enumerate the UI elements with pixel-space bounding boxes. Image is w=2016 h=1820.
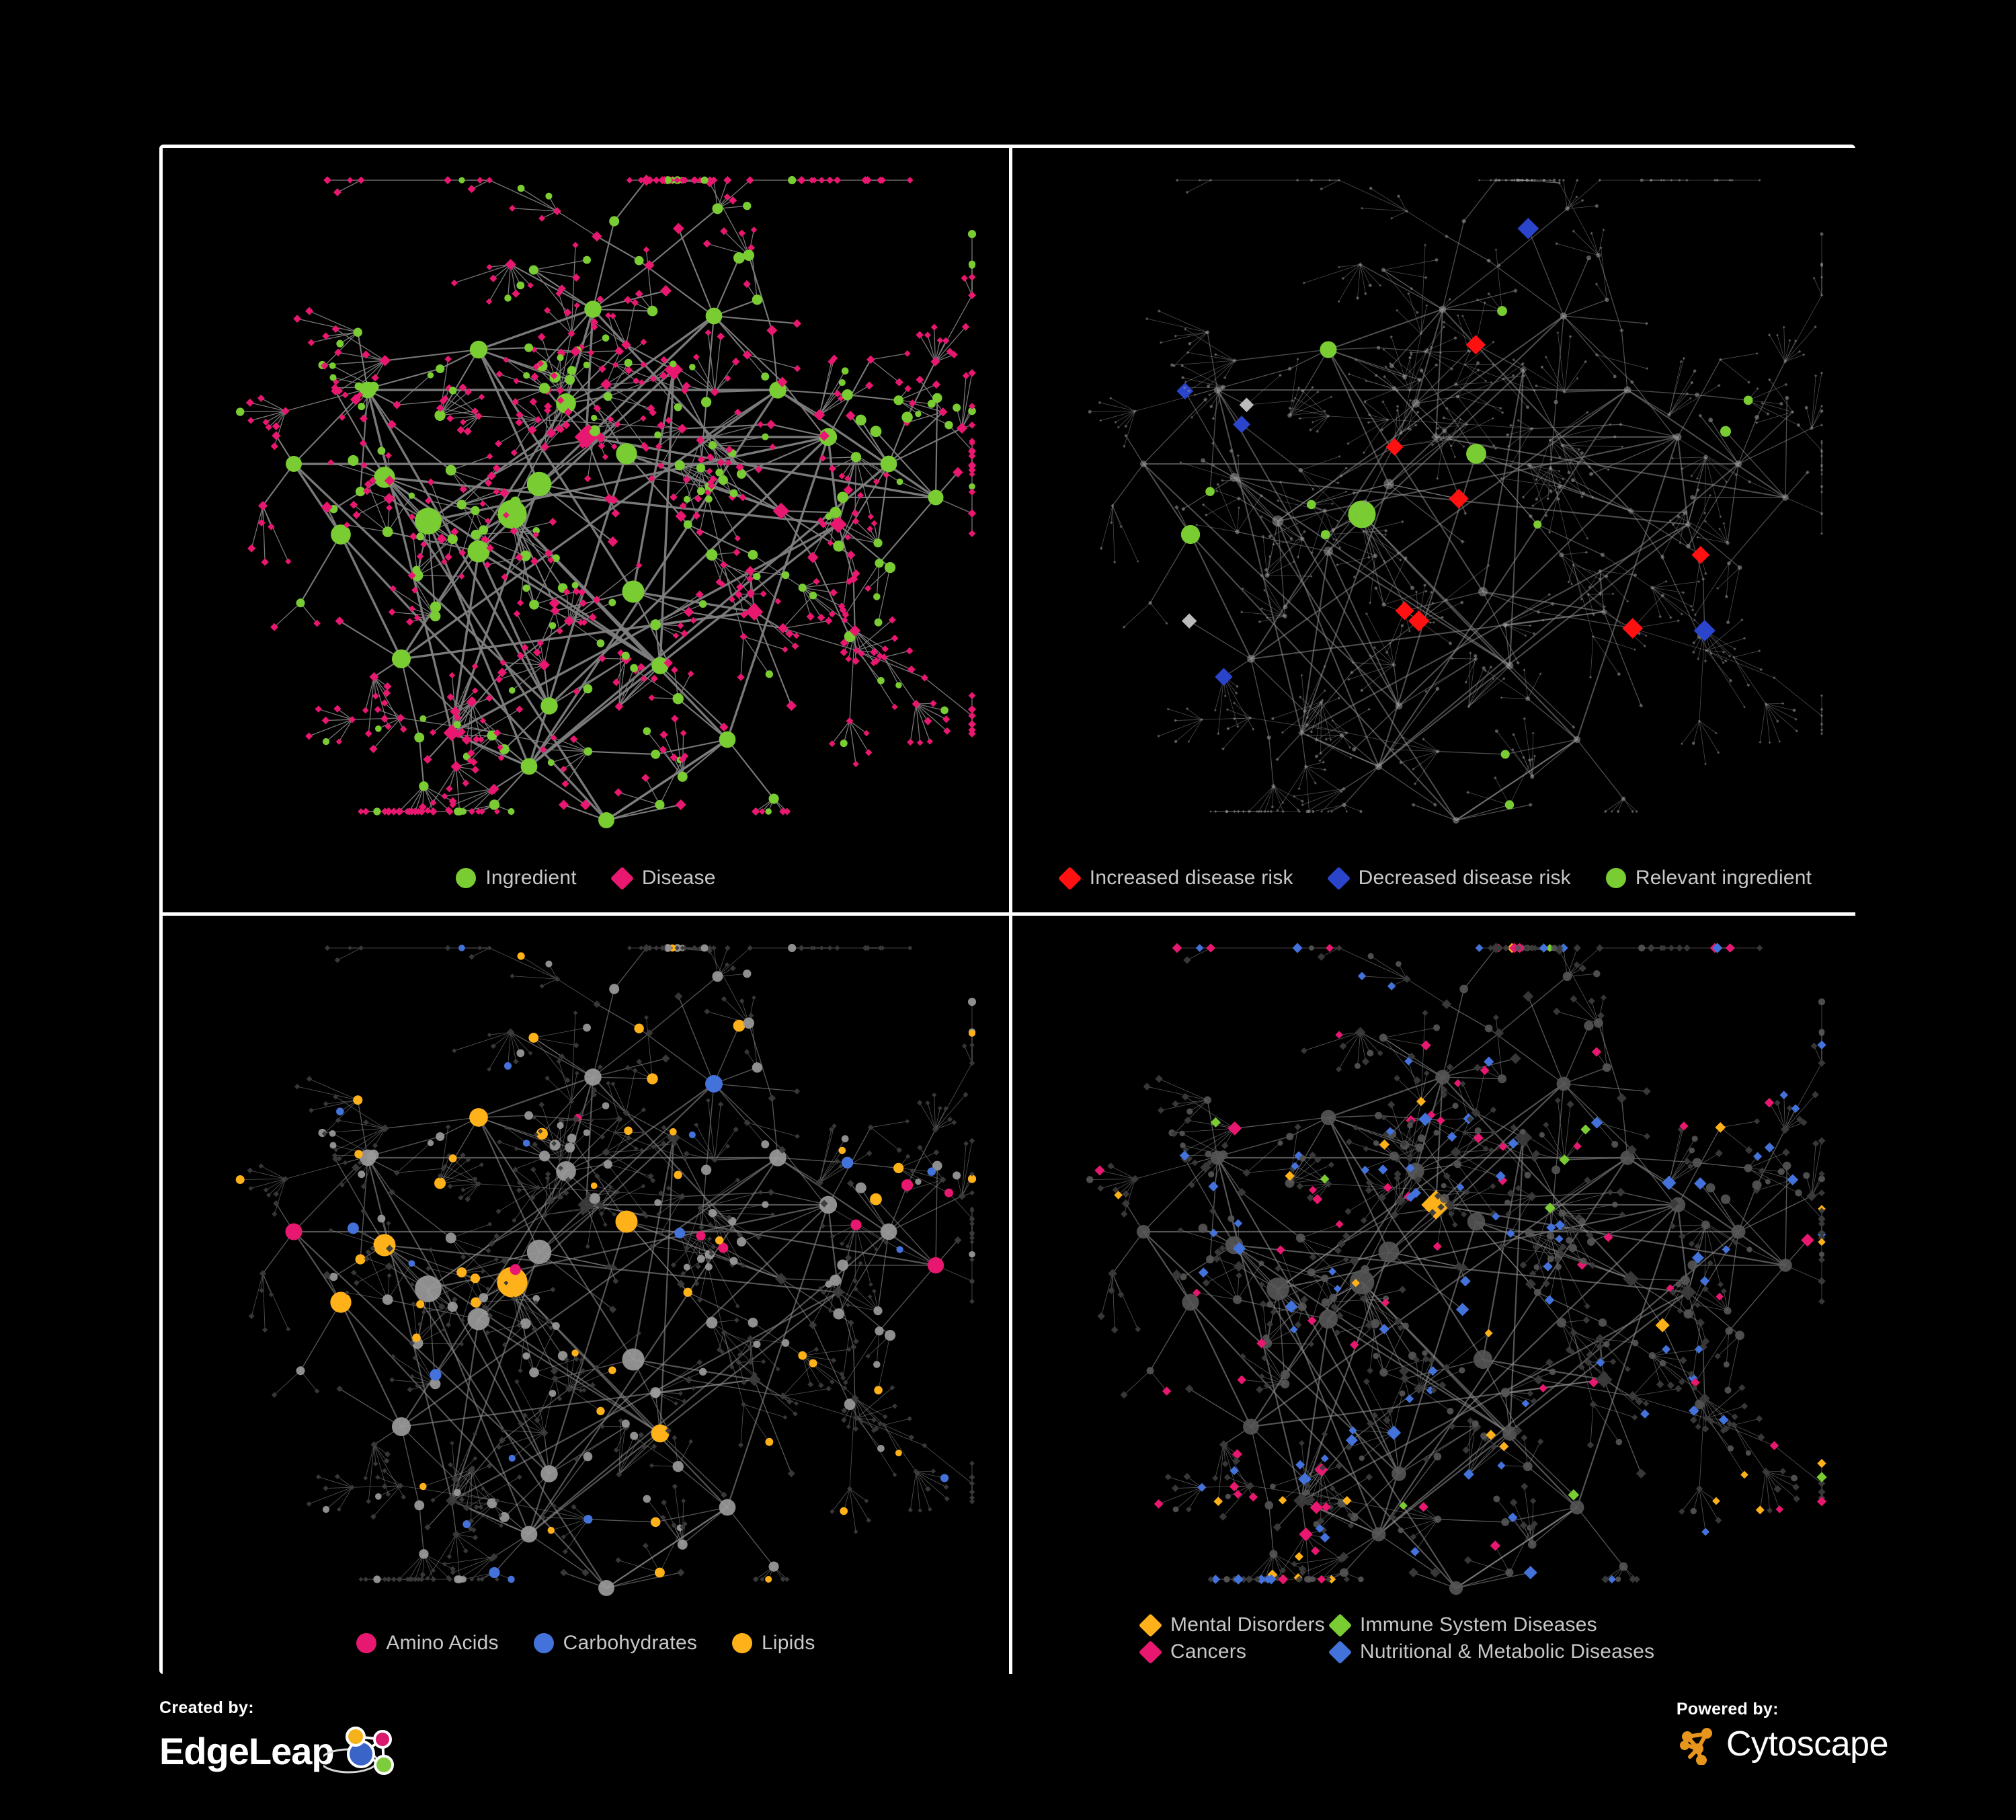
- network-graph-overview: [163, 148, 1009, 912]
- cytoscape-node-graph-icon: [1677, 1723, 1718, 1765]
- network-graph-disease-classes: [1012, 916, 1859, 1677]
- panel-grid: Ingredient Disease Increased disease ris…: [159, 145, 1859, 1677]
- panel-ingredient-disease-network[interactable]: Ingredient Disease: [163, 148, 1009, 912]
- figure-footer: Created by: EdgeLeap: [0, 1679, 2016, 1820]
- edgeleap-wordmark: EdgeLeap: [159, 1730, 335, 1772]
- network-graph-risk: [1012, 148, 1859, 912]
- edgeleap-node-graph-icon: [323, 1722, 399, 1781]
- network-graph-nutrients: [163, 916, 1009, 1677]
- panel-disease-class-network[interactable]: Mental Disorders Immune System Diseases …: [1012, 916, 1859, 1677]
- panel-disease-risk-network[interactable]: Increased disease risk Decreased disease…: [1012, 148, 1859, 912]
- edgeleap-lockup: EdgeLeap: [159, 1722, 399, 1781]
- powered-by-cytoscape-logo[interactable]: Powered by:: [1676, 1700, 1889, 1765]
- cytoscape-lockup: Cytoscape: [1677, 1723, 1889, 1765]
- created-by-kicker: Created by:: [159, 1698, 254, 1717]
- powered-by-kicker: Powered by:: [1676, 1700, 1779, 1718]
- created-by-edgeleap-logo[interactable]: Created by: EdgeLeap: [159, 1698, 399, 1781]
- panel-nutrient-class-network[interactable]: Amino Acids Carbohydrates Lipids: [163, 916, 1009, 1677]
- cytoscape-wordmark: Cytoscape: [1726, 1725, 1889, 1764]
